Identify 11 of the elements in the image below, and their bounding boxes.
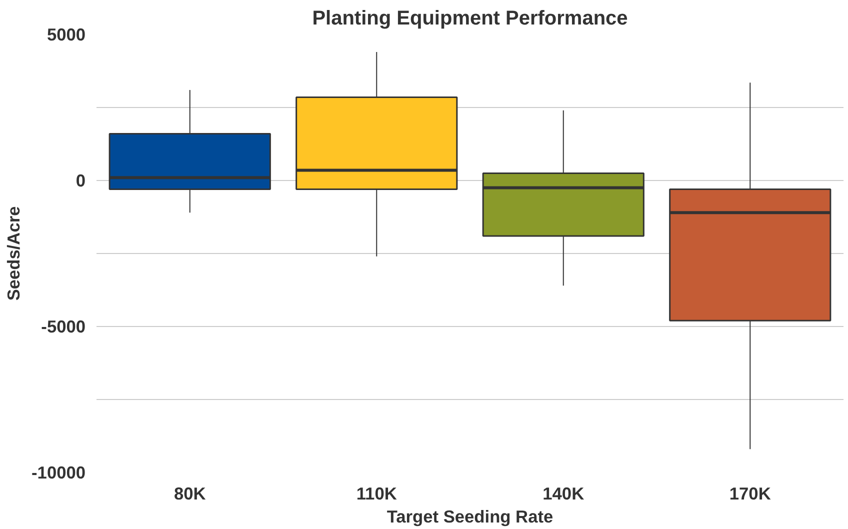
x-tick-label: 140K — [542, 484, 585, 504]
x-tick-label: 110K — [356, 484, 398, 504]
x-tick-label: 170K — [729, 484, 772, 504]
y-tick-label: -10000 — [32, 462, 86, 482]
y-tick-label: 0 — [76, 170, 86, 190]
y-tick-label: 5000 — [46, 24, 86, 44]
y-axis-title: Seeds/Acre — [4, 206, 24, 301]
y-tick-label: -5000 — [41, 316, 86, 336]
x-tick-label: 80K — [174, 484, 206, 504]
x-axis-title: Target Seeding Rate — [386, 506, 554, 526]
chart-title: Planting Equipment Performance — [312, 8, 628, 30]
